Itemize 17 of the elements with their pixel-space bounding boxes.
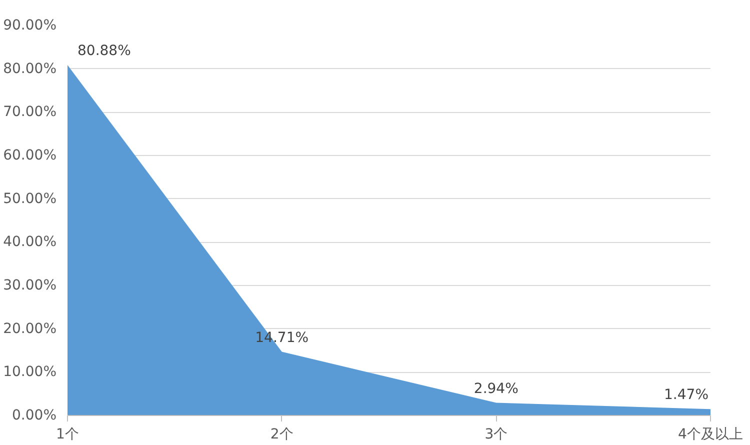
x-tick-label: 1个 xyxy=(56,426,79,442)
data-label: 80.88% xyxy=(78,43,131,60)
y-tick-label: 40.00% xyxy=(3,234,57,250)
y-tick-label: 80.00% xyxy=(3,60,57,77)
x-tick-label: 4个及以上 xyxy=(678,426,743,442)
x-tick-label: 3个 xyxy=(484,426,508,442)
y-tick-label: 0.00% xyxy=(12,408,57,424)
y-tick-label: 60.00% xyxy=(3,148,57,164)
data-label: 1.47% xyxy=(664,387,709,404)
x-tick-label: 2个 xyxy=(270,426,294,442)
data-label: 2.94% xyxy=(474,380,518,397)
y-tick-label: 20.00% xyxy=(3,320,57,337)
y-tick-label: 50.00% xyxy=(3,190,57,207)
y-tick-label: 90.00% xyxy=(3,18,57,34)
y-tick-label: 30.00% xyxy=(3,278,57,294)
y-tick-label: 10.00% xyxy=(3,364,57,380)
y-tick-label: 70.00% xyxy=(3,104,57,120)
